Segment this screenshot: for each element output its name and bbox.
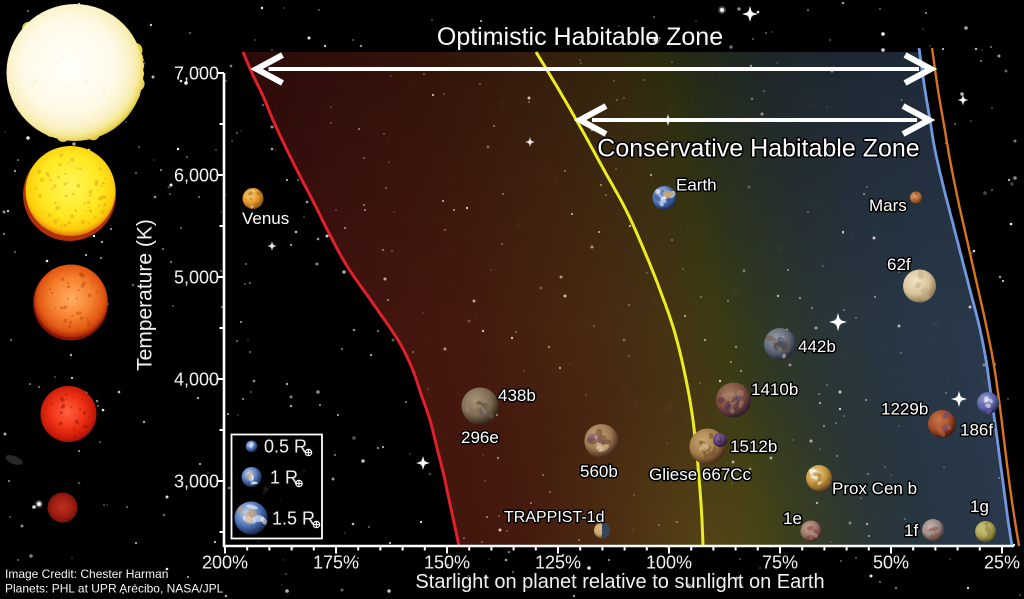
svg-text:Planets: PHL at UPR Arecibo,: Planets: PHL at UPR Arecibo, NASA/JPL [5, 582, 224, 596]
svg-text:7,000: 7,000 [174, 64, 219, 84]
svg-text:Optimistic Habitable Zone: Optimistic Habitable Zone [437, 23, 723, 51]
svg-text:1229b: 1229b [881, 400, 928, 419]
svg-text:442b: 442b [798, 337, 836, 356]
svg-text:1e: 1e [783, 509, 802, 528]
svg-text:1g: 1g [970, 497, 989, 516]
svg-text:1410b: 1410b [751, 380, 798, 399]
svg-text:TRAPPIST-1d: TRAPPIST-1d [504, 509, 604, 526]
svg-text:Earth: Earth [676, 176, 717, 195]
svg-text:5,000: 5,000 [174, 268, 219, 288]
svg-text:200%: 200% [202, 553, 248, 573]
svg-text:125%: 125% [535, 553, 581, 573]
svg-text:6,000: 6,000 [174, 166, 219, 186]
svg-text:Gliese 667Cc: Gliese 667Cc [649, 465, 752, 484]
svg-text:Venus: Venus [242, 209, 289, 228]
svg-text:25%: 25% [984, 553, 1020, 573]
svg-text:Conservative Habitable Zone: Conservative Habitable Zone [597, 135, 919, 163]
svg-text:Starlight on planet relative t: Starlight on planet relative to sunlight… [415, 571, 824, 593]
svg-text:4,000: 4,000 [174, 370, 219, 390]
svg-text:296e: 296e [461, 428, 499, 447]
svg-text:438b: 438b [498, 386, 536, 405]
svg-text:75%: 75% [762, 553, 798, 573]
svg-text:Mars: Mars [869, 196, 907, 215]
svg-text:1 R: 1 R [270, 468, 298, 488]
svg-text:Prox Cen b: Prox Cen b [832, 479, 917, 498]
svg-text:0.5 R: 0.5 R [264, 437, 307, 457]
svg-text:Image Credit: Chester Harman: Image Credit: Chester Harman [5, 567, 168, 581]
svg-text:50%: 50% [873, 553, 909, 573]
svg-text:175%: 175% [313, 553, 359, 573]
svg-text:Temperature (K): Temperature (K) [134, 219, 157, 371]
svg-text:150%: 150% [424, 553, 470, 573]
svg-text:3,000: 3,000 [174, 472, 219, 492]
svg-text:1.5 R: 1.5 R [272, 509, 315, 529]
svg-text:62f: 62f [887, 255, 911, 274]
svg-text:186f: 186f [960, 421, 993, 440]
svg-text:100%: 100% [646, 553, 692, 573]
svg-text:560b: 560b [580, 462, 618, 481]
svg-text:1f: 1f [904, 521, 918, 540]
svg-text:1512b: 1512b [730, 437, 777, 456]
